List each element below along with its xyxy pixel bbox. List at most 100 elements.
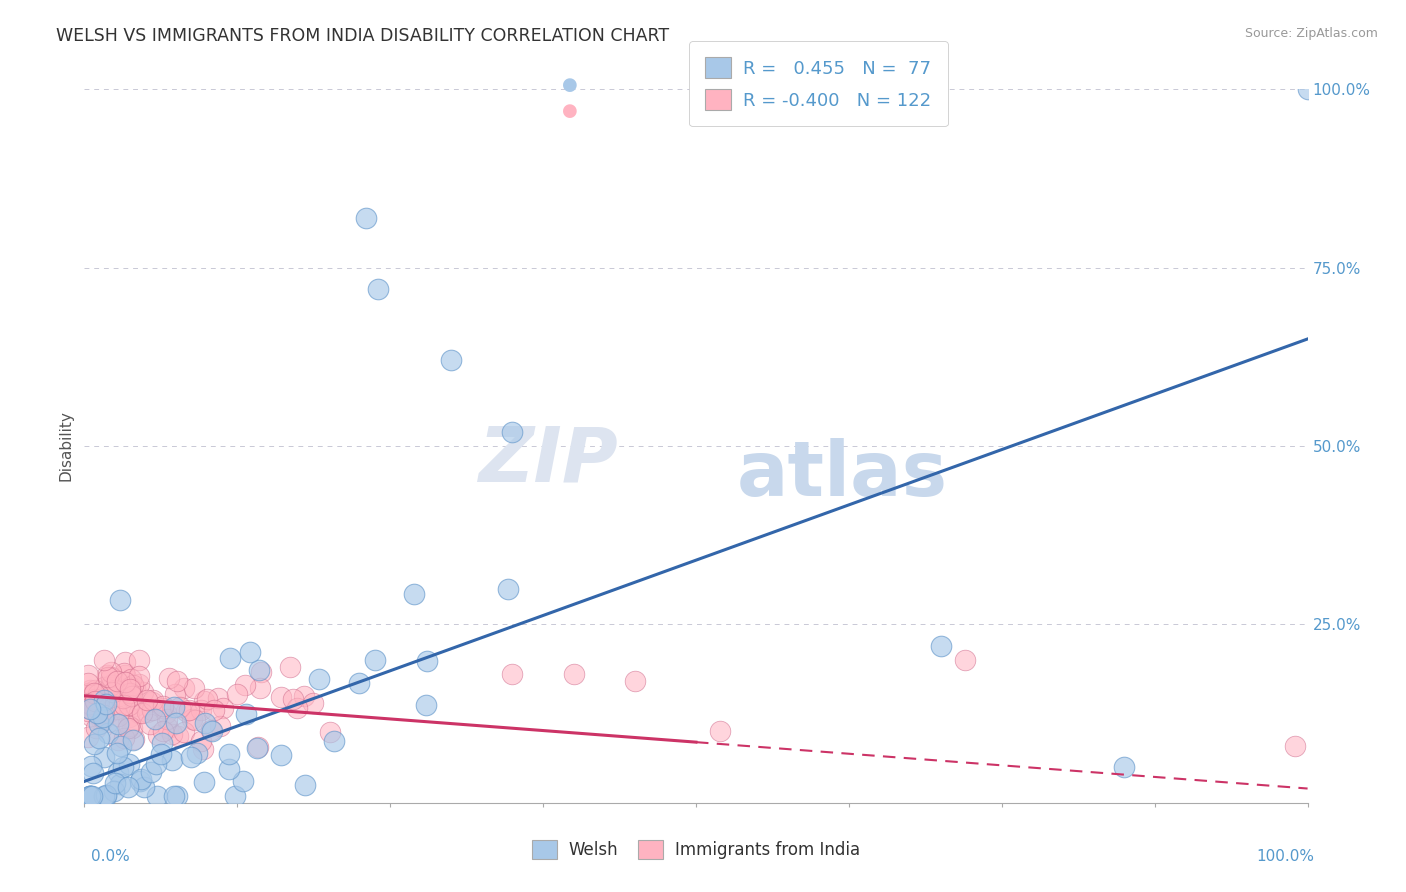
Point — [129, 772, 152, 787]
Point — [97, 714, 120, 729]
Point — [108, 777, 131, 791]
Point — [218, 762, 240, 776]
Point — [97, 726, 120, 740]
Point — [87, 717, 110, 731]
Point — [124, 698, 146, 713]
Point — [139, 716, 162, 731]
Point — [80, 709, 103, 723]
Point — [89, 731, 111, 745]
Point — [202, 703, 225, 717]
Point — [285, 700, 308, 714]
Point — [1114, 760, 1136, 774]
Point — [84, 699, 107, 714]
Text: 100.0%: 100.0% — [1257, 849, 1315, 863]
Point — [281, 692, 304, 706]
Point — [83, 694, 105, 708]
Point — [150, 736, 173, 750]
Point — [235, 707, 257, 722]
Point — [122, 731, 145, 746]
Point — [79, 702, 101, 716]
Point — [117, 719, 139, 733]
Point — [322, 733, 344, 747]
Point — [156, 722, 179, 736]
Point — [135, 705, 157, 719]
Point — [142, 693, 165, 707]
Point — [105, 746, 128, 760]
Point — [163, 700, 186, 714]
Point — [121, 690, 143, 704]
Legend: Welsh, Immigrants from India: Welsh, Immigrants from India — [526, 833, 866, 866]
Point — [93, 789, 115, 803]
Text: Source: ZipAtlas.com: Source: ZipAtlas.com — [1244, 27, 1378, 40]
Point — [111, 760, 134, 774]
Point — [179, 704, 201, 718]
Point — [201, 724, 224, 739]
Point — [128, 676, 150, 690]
Point — [108, 690, 131, 705]
Point — [77, 668, 100, 682]
Point — [79, 789, 101, 803]
Point — [929, 639, 952, 653]
Point — [180, 712, 202, 726]
Point — [191, 741, 214, 756]
Point — [83, 692, 105, 706]
Point — [87, 694, 110, 708]
Point — [112, 665, 135, 680]
Point — [354, 211, 377, 225]
Point — [141, 703, 163, 717]
Point — [79, 682, 101, 697]
Point — [96, 668, 118, 682]
Point — [80, 789, 103, 803]
Text: ●: ● — [561, 76, 578, 94]
Point — [93, 750, 115, 764]
Point — [211, 701, 233, 715]
Point — [224, 789, 246, 803]
Point — [100, 670, 122, 684]
Point — [101, 684, 124, 698]
Point — [117, 722, 139, 736]
Point — [183, 681, 205, 696]
Point — [94, 698, 117, 712]
Point — [146, 789, 169, 803]
Point — [207, 690, 229, 705]
Point — [194, 716, 217, 731]
Point — [77, 701, 100, 715]
Point — [93, 653, 115, 667]
Point — [624, 674, 647, 689]
Point — [84, 721, 107, 735]
Point — [91, 710, 114, 724]
Point — [953, 653, 976, 667]
Point — [83, 683, 105, 698]
Text: ●: ● — [561, 102, 578, 120]
Point — [174, 704, 197, 718]
Point — [118, 681, 141, 696]
Point — [166, 789, 188, 803]
Point — [128, 668, 150, 682]
Point — [166, 674, 188, 689]
Point — [152, 723, 174, 738]
Y-axis label: Disability: Disability — [58, 410, 73, 482]
Point — [180, 750, 202, 764]
Point — [200, 723, 222, 737]
Point — [169, 699, 191, 714]
Point — [90, 713, 112, 727]
Point — [502, 425, 524, 439]
Text: WELSH VS IMMIGRANTS FROM INDIA DISABILITY CORRELATION CHART: WELSH VS IMMIGRANTS FROM INDIA DISABILIT… — [56, 27, 669, 45]
Point — [160, 753, 183, 767]
Point — [121, 733, 143, 747]
Point — [226, 687, 249, 701]
Point — [193, 694, 215, 708]
Point — [112, 698, 135, 713]
Point — [128, 706, 150, 720]
Point — [233, 678, 256, 692]
Point — [156, 712, 179, 726]
Point — [141, 764, 163, 779]
Point — [141, 696, 163, 710]
Point — [186, 747, 208, 761]
Point — [103, 783, 125, 797]
Point — [232, 774, 254, 789]
Point — [246, 740, 269, 755]
Point — [249, 665, 271, 679]
Point — [117, 710, 139, 724]
Point — [112, 731, 135, 746]
